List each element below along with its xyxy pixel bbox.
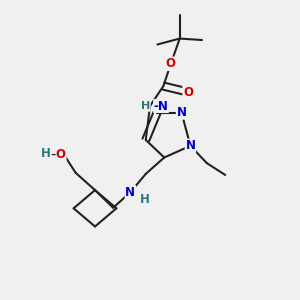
Text: H: H [140,193,150,206]
Text: -: - [50,146,55,161]
Text: O: O [56,148,66,161]
Text: H: H [141,101,150,111]
Text: O: O [166,57,176,70]
Text: N: N [185,139,195,152]
Text: -N: -N [154,100,168,112]
Text: O: O [183,85,193,98]
Text: N: N [125,186,135,199]
Text: H: H [41,147,51,160]
Text: N: N [176,106,187,119]
